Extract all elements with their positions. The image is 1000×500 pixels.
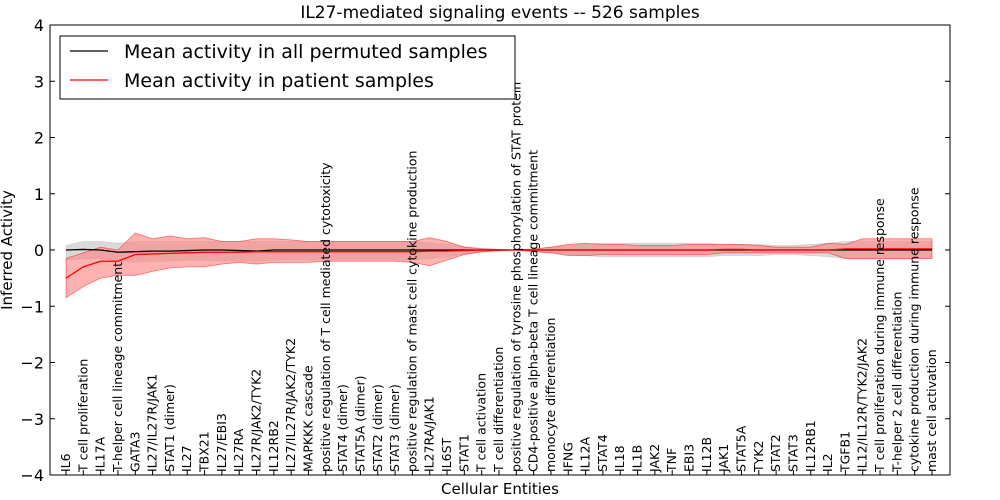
line-series-1 [65, 248, 932, 279]
x-tick-label: STAT5A [733, 425, 748, 472]
y-axis-label: Inferred Activity [0, 190, 16, 310]
x-tick-label: cytokine production during immune respon… [907, 187, 922, 472]
x-tick-label: TYK2 [751, 441, 766, 473]
x-tick-label: IL12RB2 [266, 420, 281, 472]
x-tick-label: EBI3 [682, 444, 697, 472]
x-tick-label: IL6 [58, 453, 73, 472]
x-tick-label: MAPKKK cascade [300, 365, 315, 472]
x-tick-label: IL27RA [231, 428, 246, 472]
x-tick-label: IL2 [820, 453, 835, 472]
x-tick-label: IL27RA/JAK1 [422, 396, 437, 472]
x-tick-label: STAT2 (dimer) [370, 384, 385, 472]
x-tick-label: IL27R/JAK2/TYK2 [249, 369, 264, 472]
x-tick-label: IL18 [612, 445, 627, 472]
x-tick-label: IL27/IL27R/JAK2/TYK2 [283, 338, 298, 472]
x-tick-label: STAT1 [456, 434, 471, 472]
x-tick-label: IL12B [699, 437, 714, 472]
x-tick-label: STAT2 [768, 434, 783, 472]
x-axis-label: Cellular Entities [441, 480, 559, 498]
x-tick-label: IL12/IL12R/TYK2/JAK2 [855, 338, 870, 472]
x-tick-label: T cell proliferation [75, 359, 90, 473]
legend-label-patient: Mean activity in patient samples [124, 70, 434, 92]
x-tick-label: IL27/IL27R/JAK1 [145, 374, 160, 472]
x-tick-label: IL17A [93, 436, 108, 472]
x-tick-label: mast cell activation [924, 349, 939, 472]
x-tick-label: monocyte differentiation [543, 318, 558, 472]
x-tick-label: STAT3 [785, 434, 800, 472]
x-tick-label: positive regulation of mast cell cytokin… [404, 151, 419, 472]
y-tick-label: 3 [34, 72, 44, 91]
x-tick-label: T-helper cell lineage commitment [110, 262, 125, 473]
y-tick-label: −4 [20, 466, 44, 485]
band-series-1 [65, 232, 933, 299]
y-tick-label: −3 [20, 410, 44, 429]
x-tick-label: IL27 [179, 445, 194, 472]
x-tick-label: TNF [664, 448, 679, 473]
x-tick-label: positive regulation of T cell mediated c… [318, 162, 333, 472]
x-tick-label: T cell activation [474, 373, 489, 473]
legend-label-permuted: Mean activity in all permuted samples [124, 41, 487, 63]
x-tick-label: IL27/EBI3 [214, 413, 229, 472]
series-lines [65, 248, 932, 279]
x-tick-label: STAT1 (dimer) [162, 384, 177, 472]
y-tick-label: 2 [34, 129, 44, 148]
x-tick-label: IL6ST [439, 437, 454, 472]
x-tick-label: STAT3 (dimer) [387, 384, 402, 472]
confidence-bands [65, 232, 933, 299]
x-tick-label: T cell proliferation during immune respo… [872, 198, 887, 473]
y-tick-label: 4 [34, 16, 44, 35]
x-tick-label: STAT5A (dimer) [352, 376, 367, 472]
x-tick-label: IL12RB1 [803, 420, 818, 472]
x-tick-label: positive regulation of tyrosine phosphor… [508, 82, 523, 472]
legend-box [59, 35, 516, 100]
x-tick-label: JAK1 [716, 444, 731, 473]
x-tick-label: T-helper 2 cell differentiation [889, 292, 904, 473]
x-tick-label: IL1B [630, 445, 645, 472]
x-tick-label: T cell differentiation [491, 347, 506, 473]
x-tick-label: JAK2 [647, 444, 662, 473]
x-tick-label: IFNG [560, 442, 575, 472]
x-tick-label: STAT4 (dimer) [335, 384, 350, 472]
plot-frame [49, 24, 951, 476]
x-tick-label: GATA3 [127, 432, 142, 472]
x-tick-label: STAT4 [595, 434, 610, 472]
x-tick-label: TBX21 [197, 431, 212, 473]
y-ticks: −4 −3 −2 −1 0 1 2 3 4 [20, 16, 950, 485]
y-tick-label: 0 [34, 241, 44, 260]
y-tick-label: −1 [20, 297, 44, 316]
x-tick-label: CD4-positive alpha-beta T cell lineage c… [526, 150, 541, 472]
chart-title: IL27-mediated signaling events -- 526 sa… [300, 3, 700, 23]
x-tick-label: TGFB1 [837, 431, 852, 473]
x-tick-labels: IL6 T cell proliferation IL17A T-helper cel… [58, 82, 939, 475]
x-tick-label: IL12A [578, 436, 593, 472]
y-tick-label: 1 [34, 185, 44, 204]
y-tick-label: −2 [20, 354, 44, 373]
legend: Mean activity in all permuted samples Me… [59, 35, 516, 100]
